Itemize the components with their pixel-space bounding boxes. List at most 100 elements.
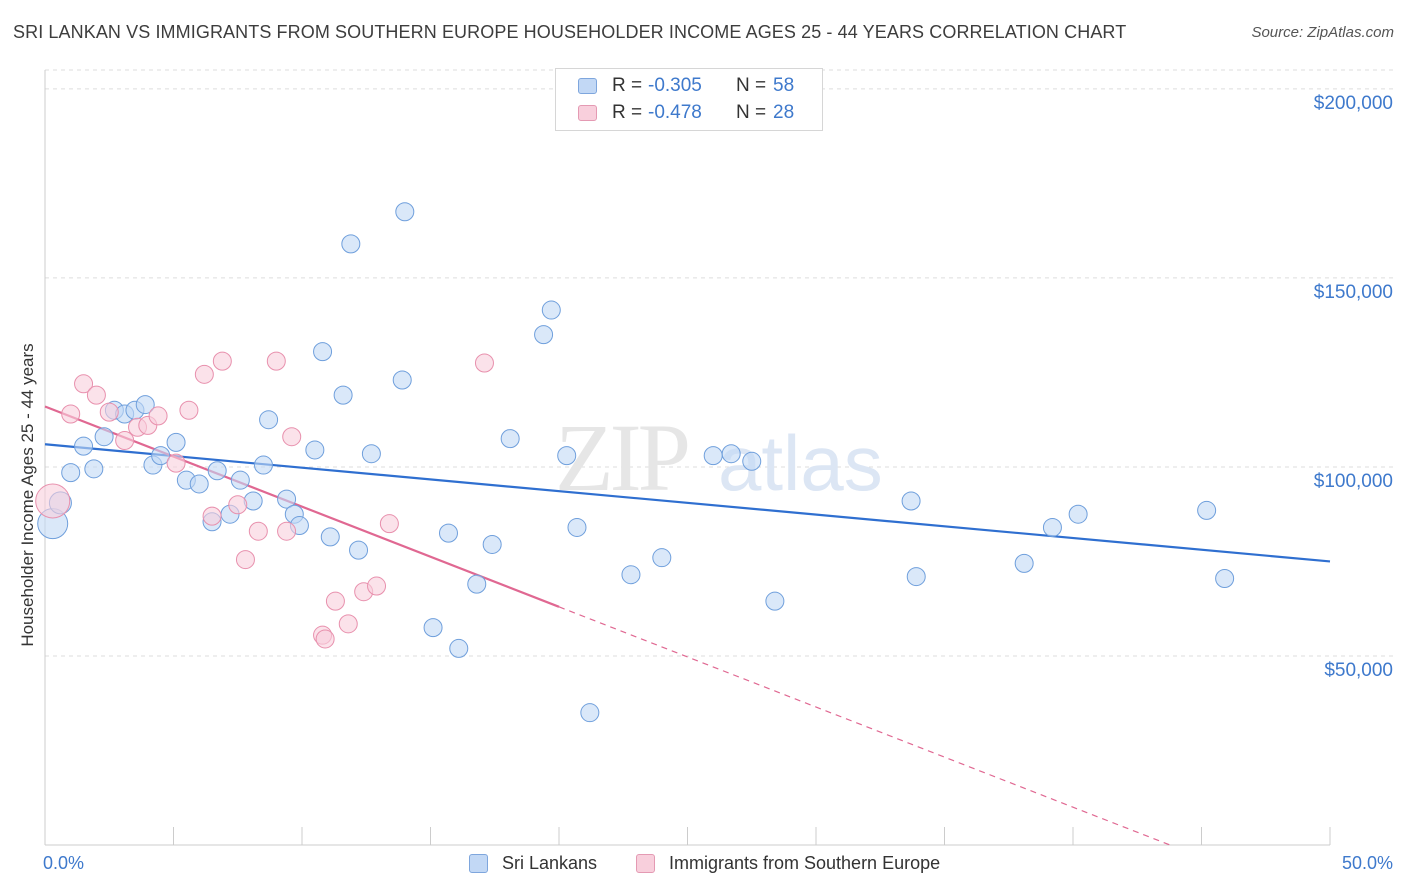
immigrant-point (99, 402, 119, 422)
sri-lankan-point (742, 451, 762, 471)
sri-lankan-point (541, 300, 561, 320)
sri-lankan-point (580, 703, 600, 723)
legend-swatch-blue (578, 78, 597, 94)
bottom-legend-swatch-blue (469, 854, 488, 873)
sri-lankan-point (652, 548, 672, 568)
sri-lankan-point (277, 489, 297, 509)
sri-lankan-point (1014, 553, 1034, 573)
y-tick-label: $150,000 (1314, 282, 1393, 303)
legend-r-value: -0.305 (648, 75, 702, 96)
sri-lankan-point (341, 234, 361, 254)
sri-lankan-point (230, 470, 250, 490)
legend-r-label: R = (612, 102, 643, 123)
y-axis-label-wrap: Householder Income Ages 25 - 44 years (8, 285, 48, 705)
sri-lankan-point (621, 565, 641, 585)
legend-r-value: -0.478 (648, 102, 702, 123)
sri-lankan-point (349, 540, 369, 560)
immigrant-point (115, 430, 135, 450)
sri-lankan-point (534, 325, 554, 345)
axes (44, 70, 1331, 846)
y-axis-label: Householder Income Ages 25 - 44 years (18, 343, 37, 647)
sri-lankan-point (557, 446, 577, 466)
y-tick-label: $100,000 (1314, 471, 1393, 492)
sri-lankan-point (305, 440, 325, 460)
legend-n-label: N = (736, 102, 767, 123)
x-tick-label: 50.0% (1342, 853, 1393, 873)
sri-lankan-point (207, 461, 227, 481)
sri-lankan-point (361, 444, 381, 464)
sri-lankan-point (189, 474, 209, 494)
legend-swatch-pink (578, 105, 597, 121)
sri-lankan-point (74, 436, 94, 456)
sri-lankan-point (166, 432, 186, 452)
immigrant-point (379, 514, 399, 534)
sri-lankan-point (84, 459, 104, 479)
sri-lankan-point (482, 534, 502, 554)
sri-lankan-point (906, 567, 926, 587)
sri-lankan-point (423, 618, 443, 638)
sri-lankan-point (1197, 500, 1217, 520)
immigrant-point (277, 521, 297, 541)
chart-title: SRI LANKAN VS IMMIGRANTS FROM SOUTHERN E… (13, 22, 1127, 42)
sri-lankan-point (438, 523, 458, 543)
sri-lankan-point (1068, 504, 1088, 524)
immigrant-point (194, 364, 214, 384)
immigrant-point (228, 495, 248, 515)
immigrant-point (148, 406, 168, 426)
sri-lankan-point (320, 527, 340, 547)
sri-lankan-point (333, 385, 353, 405)
bottom-legend-swatch-pink (636, 854, 655, 873)
sri-lankan-point (61, 463, 81, 483)
sri-lankan-point (1215, 568, 1235, 588)
immigrant-trend-extension (558, 606, 1171, 846)
immigrant-point (166, 453, 186, 473)
immigrant-point (179, 400, 199, 420)
sri-lankan-point (467, 574, 487, 594)
sri-lankan-point (135, 395, 155, 415)
sri-lankan-point (901, 491, 921, 511)
immigrant-point (338, 614, 358, 634)
sri-lankan-point (151, 446, 171, 466)
x-tick-label: 0.0% (43, 853, 84, 873)
sri-lankan-point (721, 444, 741, 464)
sri-lankan-point (395, 202, 415, 222)
immigrant-point (74, 374, 94, 394)
sri-lankan-point (259, 410, 279, 430)
legend-n-label: N = (736, 75, 767, 96)
sri-lankan-point (392, 370, 412, 390)
legend-r-label: R = (612, 75, 643, 96)
stats-legend: R = -0.305 N = 58 R = -0.478 N = 28 (555, 68, 823, 131)
y-tick-label: $200,000 (1314, 93, 1393, 114)
sri-lankan-point (567, 517, 587, 537)
bottom-legend-label: Immigrants from Southern Europe (669, 853, 941, 873)
bottom-legend-label: Sri Lankans (502, 853, 598, 873)
immigrant-point (367, 576, 387, 596)
immigrant-point (325, 591, 345, 611)
immigrant-point (35, 483, 71, 519)
y-tick-label: $50,000 (1324, 660, 1393, 681)
legend-n-value: 58 (773, 75, 795, 96)
sri-lankan-point (94, 427, 114, 447)
immigrant-point (282, 427, 302, 447)
immigrant-point (202, 506, 222, 526)
immigrant-point (61, 404, 81, 424)
immigrant-point (235, 550, 255, 570)
legend-n-value: 28 (773, 102, 795, 123)
sri-lankan-point (1042, 517, 1062, 537)
immigrant-point (248, 521, 268, 541)
sri-lankan-point (313, 342, 333, 362)
sri-lankan-point (253, 455, 273, 475)
immigrant-point (315, 629, 335, 649)
sri-lankan-point (449, 638, 469, 658)
sri-lankan-point (765, 591, 785, 611)
data-points (35, 202, 1235, 723)
source-label: Source: ZipAtlas.com (1251, 24, 1394, 41)
immigrant-point (266, 351, 286, 371)
immigrant-point (86, 385, 106, 405)
immigrant-point (212, 351, 232, 371)
tick-labels: $50,000 $100,000 $150,000 $200,000 0.0% 50.0% (43, 93, 1393, 873)
sri-lankan-point (500, 429, 520, 449)
immigrant-point (474, 353, 494, 373)
sri-lankan-point (703, 446, 723, 466)
